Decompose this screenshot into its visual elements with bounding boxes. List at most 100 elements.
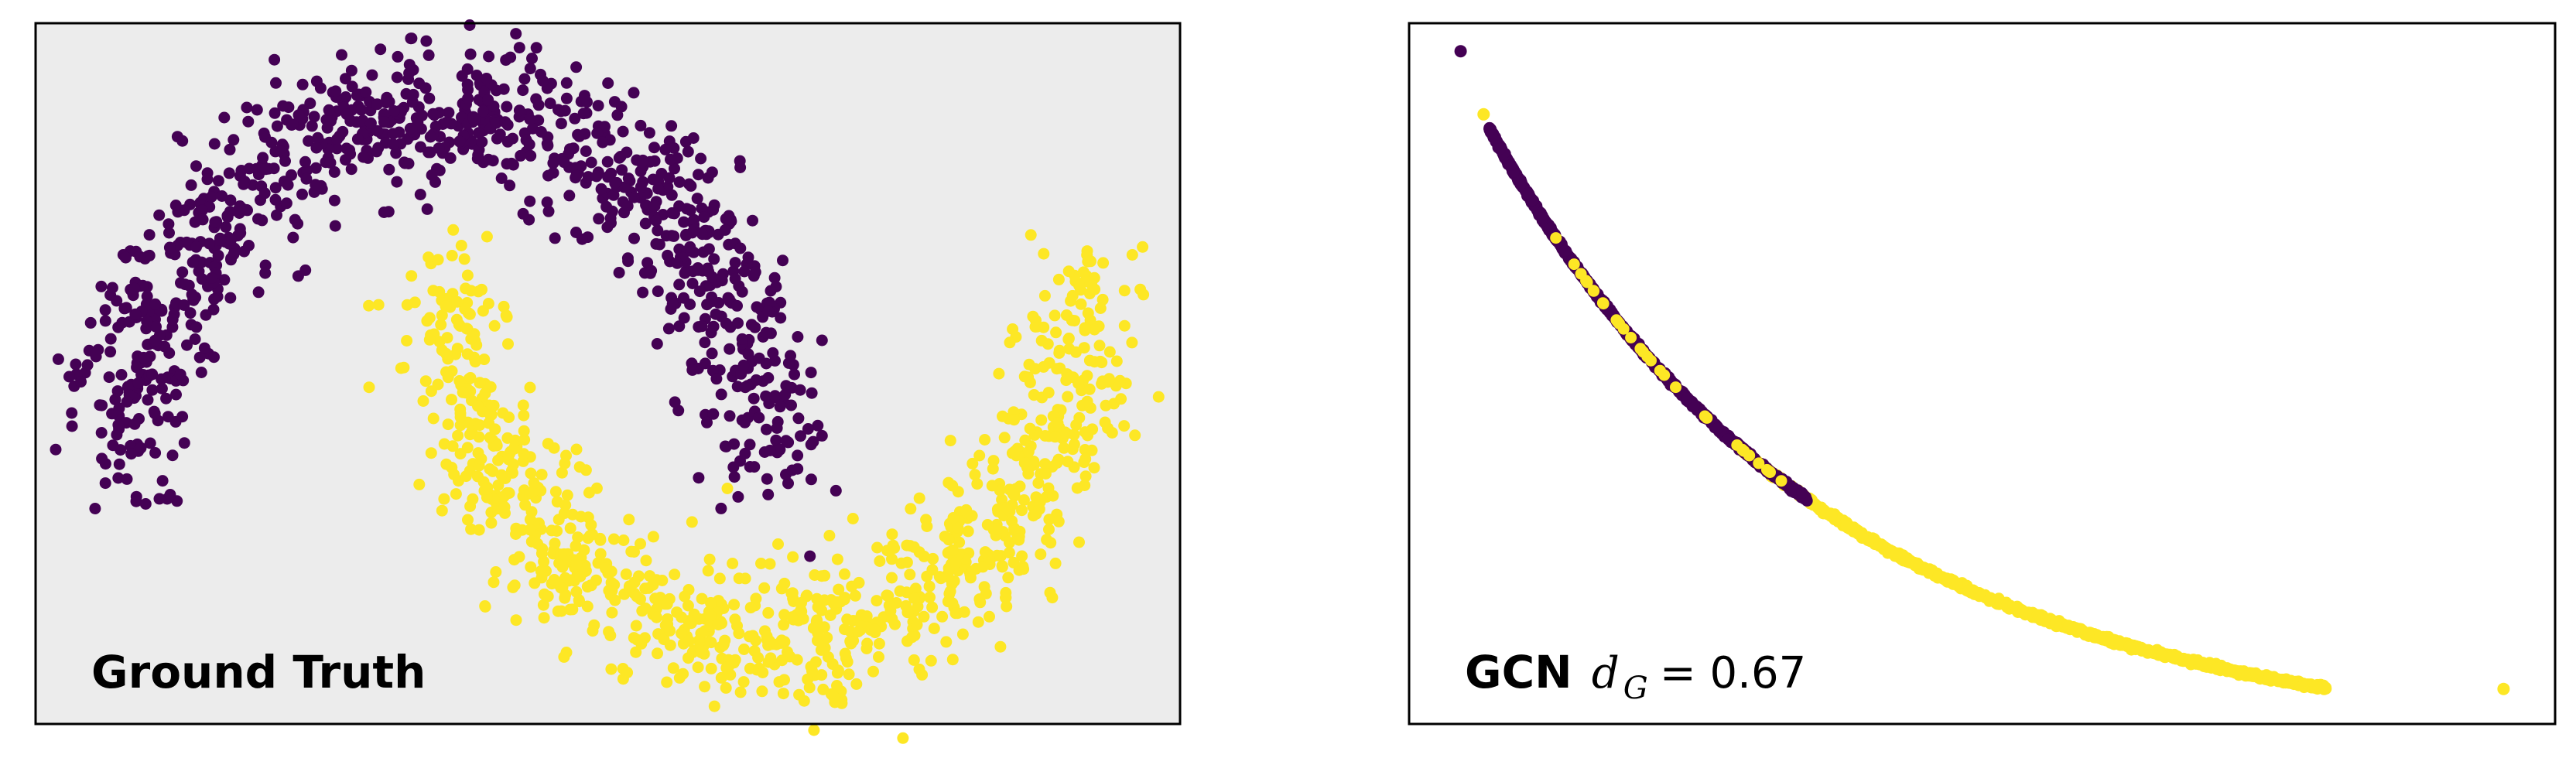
gcn-point-class-1 <box>2211 662 2223 674</box>
moon-point-class-0 <box>695 152 707 165</box>
moon-point-class-0 <box>256 214 269 227</box>
moon-point-class-0 <box>360 86 372 98</box>
moon-point-class-0 <box>467 111 480 123</box>
moon-point-class-0 <box>258 187 271 200</box>
moon-point-class-0 <box>560 77 573 89</box>
moon-point-class-0 <box>747 214 758 227</box>
moon-point-class-0 <box>570 169 583 182</box>
moon-point-class-0 <box>212 249 224 261</box>
moon-point-class-0 <box>777 254 789 267</box>
moon-point-class-1 <box>958 606 970 618</box>
moon-point-class-1 <box>464 372 477 384</box>
moon-point-class-0 <box>456 70 468 82</box>
moon-point-class-0 <box>390 147 402 159</box>
moon-point-class-0 <box>761 423 772 435</box>
moon-point-class-1 <box>1016 504 1028 517</box>
moon-point-class-1 <box>728 599 741 611</box>
moon-point-class-0 <box>774 401 786 413</box>
moon-point-class-0 <box>178 299 190 311</box>
moon-point-class-0 <box>340 91 352 103</box>
moon-point-class-0 <box>770 281 782 293</box>
moon-point-class-1 <box>491 439 503 452</box>
moon-point-class-0 <box>131 361 143 374</box>
moon-point-class-1 <box>1079 452 1092 465</box>
moon-point-class-1 <box>496 492 508 504</box>
moon-point-class-0 <box>666 207 679 219</box>
moon-point-class-1 <box>647 531 659 543</box>
moon-point-class-0 <box>139 498 152 510</box>
moon-point-class-1 <box>823 530 836 541</box>
moon-point-class-0 <box>699 336 711 349</box>
moon-point-class-0 <box>212 175 224 187</box>
moon-point-class-1 <box>1008 446 1021 458</box>
moon-point-class-0 <box>371 98 383 111</box>
moon-point-class-0 <box>764 444 776 456</box>
moon-point-class-0 <box>111 385 124 398</box>
moon-point-class-0 <box>542 169 554 182</box>
gcn-point-class-1 <box>2113 637 2126 650</box>
moon-point-class-0 <box>66 420 78 432</box>
moon-point-class-0 <box>501 135 514 148</box>
moon-point-class-1 <box>487 465 499 477</box>
moon-point-class-1 <box>708 700 720 712</box>
moon-point-class-0 <box>130 495 142 507</box>
moon-point-class-0 <box>150 320 162 333</box>
moon-point-class-0 <box>617 125 629 138</box>
moon-point-class-0 <box>251 104 263 116</box>
moon-point-class-1 <box>908 541 920 553</box>
gcn-point-class-1 <box>1738 445 1750 457</box>
moon-point-class-0 <box>328 194 340 207</box>
moon-point-class-0 <box>635 119 647 131</box>
moon-point-class-1 <box>559 499 572 511</box>
moon-point-class-1 <box>944 435 956 447</box>
moon-point-class-0 <box>708 253 720 265</box>
moon-point-class-1 <box>546 524 558 537</box>
moon-point-class-1 <box>594 534 607 546</box>
moon-point-class-1 <box>363 299 375 312</box>
moon-point-class-0 <box>371 125 384 137</box>
moon-point-class-1 <box>1042 387 1055 399</box>
moon-point-class-0 <box>710 308 722 320</box>
moon-point-class-1 <box>1075 298 1087 310</box>
moon-point-class-1 <box>1103 373 1115 385</box>
moon-point-class-0 <box>599 121 611 133</box>
moon-point-class-0 <box>541 196 553 208</box>
moon-point-class-1 <box>715 671 727 684</box>
moon-point-class-1 <box>425 385 437 398</box>
moon-point-class-0 <box>310 179 322 191</box>
moon-point-class-0 <box>224 143 236 155</box>
moon-point-class-1 <box>772 538 784 550</box>
moon-point-class-1 <box>904 568 916 581</box>
moon-point-class-0 <box>524 195 536 207</box>
moon-point-class-0 <box>501 101 513 113</box>
moon-point-class-0 <box>662 323 675 335</box>
moon-point-class-0 <box>769 390 782 402</box>
gcn-metric-value: = 0.67 <box>1660 648 1806 698</box>
moon-point-class-1 <box>839 568 850 580</box>
gcn-point-class-1 <box>1932 570 1945 582</box>
moon-point-class-0 <box>402 158 415 169</box>
moon-point-class-1 <box>1089 283 1101 295</box>
gcn-point-class-1 <box>1637 346 1649 358</box>
moon-point-class-0 <box>687 132 700 144</box>
moon-point-class-0 <box>570 61 583 73</box>
moon-point-class-1 <box>609 594 621 606</box>
moon-point-class-0 <box>146 368 159 381</box>
moon-point-class-1 <box>791 654 803 666</box>
moon-point-class-0 <box>716 275 728 287</box>
moon-point-class-0 <box>174 368 186 381</box>
moon-point-class-1 <box>956 628 969 640</box>
moon-point-class-0 <box>749 266 761 278</box>
moon-point-class-0 <box>795 430 806 442</box>
moon-point-class-1 <box>952 521 964 534</box>
moon-point-class-1 <box>843 668 855 681</box>
moon-point-class-0 <box>710 373 723 385</box>
moon-point-class-1 <box>1100 399 1112 411</box>
moon-point-class-0 <box>163 241 176 254</box>
moon-point-class-0 <box>153 493 166 505</box>
moon-point-class-0 <box>698 211 710 224</box>
moon-point-class-1 <box>1035 548 1047 561</box>
moon-point-class-1 <box>1038 289 1051 302</box>
moon-point-class-1 <box>498 300 510 312</box>
moon-point-class-1 <box>474 377 486 389</box>
